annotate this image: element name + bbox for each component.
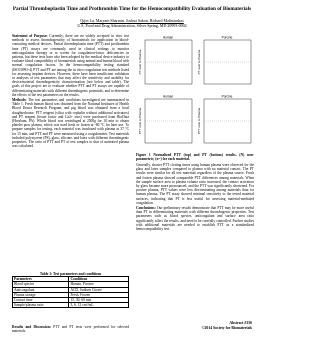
title: Partial Thromboplastin Time and Prothrom… <box>12 6 252 12</box>
y-axis-label: PT ratio to Plasma <box>138 49 142 74</box>
panel-title: Human <box>163 95 174 99</box>
heading: Conclusions: <box>136 206 156 211</box>
page: Partial Thromboplastin Time and Prothrom… <box>10 6 254 335</box>
figure-panel: Porcine PT ratio to Plasma <box>197 36 252 85</box>
left-column: Statement of Purpose: Currently, there a… <box>12 34 129 270</box>
table-block: Table 1: Test parameters and conditions … <box>11 272 129 309</box>
affiliation: U.S. Food and Drug Administration, Silve… <box>77 22 187 28</box>
paragraph: PTT and PT tests were performed for sele… <box>12 325 129 334</box>
table: Parameters Conditions Blood species Human, … <box>11 276 129 309</box>
table-cell: Sample/plasma ratio <box>11 302 70 309</box>
authors-block: Qijin Lu, Maryam Sharmin, Joshua Sakon, … <box>10 18 254 28</box>
conclusions: Conclusions: Our preliminary results dem… <box>136 206 254 231</box>
figure-panel: Human PT ratio to Plasma <box>138 36 193 85</box>
y-axis-label: PT ratio to Plasma <box>197 49 201 74</box>
paragraph: Currently, there are no widely accepted … <box>12 34 129 97</box>
y-axis-label: PTT ratio to Plasma <box>138 107 142 134</box>
panel-title: Porcine <box>222 95 233 99</box>
figure-panel: Human PTT ratio to Plasma <box>138 95 193 144</box>
figure: Human PT ratio to Plasma Porcine PT ratio t… <box>138 36 252 144</box>
heading: Statement of Purpose: <box>12 34 48 38</box>
heading: Results and Discussion: <box>12 325 51 329</box>
figure-panel: Porcine PTT ratio to Plasma <box>197 95 252 144</box>
results-continued: Generally, shorter PTT clotting times us… <box>136 163 254 205</box>
figure-caption: Figure 1 Normalized PTT (top) and PT (bo… <box>136 153 254 162</box>
purpose: Statement of Purpose: Currently, there a… <box>12 34 129 97</box>
table-row: Sample/plasma ratio 3, 6, 12 cm²/mL <box>11 302 129 309</box>
abstract-number: Abstract #356 <box>229 321 252 325</box>
paragraph: The test parameters and conditions inves… <box>12 98 129 149</box>
results: Results and Discussion: PTT and PT tests… <box>12 325 129 333</box>
plot-frame <box>144 39 193 85</box>
panel-title: Human <box>163 36 174 40</box>
figure-caption-block: Figure 1 Normalized PTT (top) and PT (bo… <box>136 153 254 162</box>
copyright: ©2014 Society for Biomaterials <box>201 326 252 330</box>
table-cell: ACD, Sodium Citrate <box>68 286 129 293</box>
left-results: Results and Discussion: PTT and PT tests… <box>12 325 129 335</box>
plot-frame <box>203 98 252 144</box>
authors: Qijin Lu, Maryam Sharmin, Joshua Sakon, … <box>80 18 184 23</box>
paragraph: Our preliminary results demonstrate that… <box>136 206 254 232</box>
heading: Methods: <box>12 98 27 103</box>
methods: Methods: The test parameters and conditi… <box>12 98 129 148</box>
right-column: Generally, shorter PTT clotting times us… <box>136 163 254 318</box>
table-caption: Table 1: Test parameters and conditions <box>39 272 102 276</box>
plot-frame <box>203 39 252 85</box>
plot-frame <box>144 98 193 144</box>
table-cell: 3, 6, 12 cm²/mL <box>68 302 129 309</box>
panel-title: Porcine <box>222 36 233 40</box>
y-axis-label: PTT ratio to Plasma <box>197 107 201 134</box>
